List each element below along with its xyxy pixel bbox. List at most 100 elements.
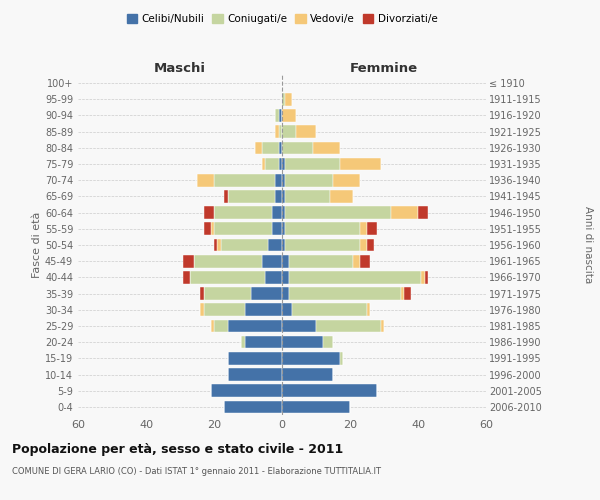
Bar (211, 320, 214, 332)
Bar (275, 190, 282, 202)
Bar (275, 109, 278, 122)
Bar (194, 255, 262, 268)
Bar (360, 255, 370, 268)
Bar (272, 206, 282, 219)
Bar (265, 158, 278, 170)
Bar (204, 206, 214, 219)
Bar (289, 255, 353, 268)
Bar (282, 255, 289, 268)
Bar (262, 142, 278, 154)
Bar (353, 255, 360, 268)
Bar (292, 304, 367, 316)
Bar (282, 320, 316, 332)
Bar (278, 126, 282, 138)
Bar (275, 126, 278, 138)
Text: Anni di nascita: Anni di nascita (583, 206, 593, 284)
Bar (367, 222, 377, 235)
Bar (262, 255, 282, 268)
Bar (404, 288, 411, 300)
Bar (360, 222, 367, 235)
Bar (221, 238, 268, 252)
Bar (282, 126, 296, 138)
Bar (197, 174, 214, 186)
Bar (316, 320, 380, 332)
Bar (214, 206, 272, 219)
Bar (313, 142, 340, 154)
Bar (214, 320, 227, 332)
Bar (282, 238, 286, 252)
Bar (286, 174, 333, 186)
Bar (200, 288, 204, 300)
Bar (272, 222, 282, 235)
Bar (286, 158, 340, 170)
Bar (340, 158, 380, 170)
Legend: Celibi/Nubili, Coniugati/e, Vedovi/e, Divorziati/e: Celibi/Nubili, Coniugati/e, Vedovi/e, Di… (122, 10, 442, 29)
Bar (241, 336, 245, 348)
Bar (282, 174, 286, 186)
Text: Maschi: Maschi (154, 62, 206, 75)
Bar (282, 109, 296, 122)
Bar (278, 158, 282, 170)
Bar (286, 206, 391, 219)
Bar (282, 206, 286, 219)
Bar (214, 238, 217, 252)
Bar (282, 384, 377, 397)
Bar (282, 352, 340, 364)
Y-axis label: Fasce di età: Fasce di età (32, 212, 42, 278)
Bar (227, 368, 282, 381)
Bar (227, 352, 282, 364)
Bar (367, 304, 370, 316)
Bar (282, 190, 286, 202)
Bar (211, 384, 282, 397)
Bar (425, 271, 428, 283)
Bar (282, 336, 323, 348)
Bar (282, 222, 286, 235)
Bar (224, 190, 227, 202)
Bar (217, 238, 221, 252)
Bar (245, 304, 282, 316)
Bar (278, 109, 282, 122)
Bar (278, 142, 282, 154)
Bar (282, 400, 350, 413)
Bar (282, 288, 289, 300)
Bar (262, 158, 265, 170)
Text: Femmine: Femmine (350, 62, 418, 75)
Bar (289, 271, 421, 283)
Bar (286, 190, 329, 202)
Bar (282, 93, 286, 106)
Bar (227, 320, 282, 332)
Bar (421, 271, 425, 283)
Bar (329, 190, 353, 202)
Bar (282, 368, 333, 381)
Bar (289, 288, 401, 300)
Bar (255, 142, 262, 154)
Bar (286, 238, 360, 252)
Bar (184, 271, 190, 283)
Bar (391, 206, 418, 219)
Text: COMUNE DI GERA LARIO (CO) - Dati ISTAT 1° gennaio 2011 - Elaborazione TUTTITALIA: COMUNE DI GERA LARIO (CO) - Dati ISTAT 1… (12, 468, 381, 476)
Bar (286, 222, 360, 235)
Bar (286, 93, 292, 106)
Bar (333, 174, 360, 186)
Bar (296, 126, 316, 138)
Bar (282, 142, 313, 154)
Text: Popolazione per età, sesso e stato civile - 2011: Popolazione per età, sesso e stato civil… (12, 442, 343, 456)
Bar (227, 190, 275, 202)
Bar (380, 320, 384, 332)
Bar (245, 336, 282, 348)
Bar (204, 304, 245, 316)
Bar (204, 288, 251, 300)
Bar (224, 400, 282, 413)
Bar (184, 255, 194, 268)
Bar (282, 158, 286, 170)
Bar (401, 288, 404, 300)
Bar (282, 271, 289, 283)
Bar (214, 222, 272, 235)
Bar (265, 271, 282, 283)
Bar (200, 304, 204, 316)
Bar (340, 352, 343, 364)
Bar (214, 174, 275, 186)
Bar (204, 222, 211, 235)
Bar (251, 288, 282, 300)
Bar (418, 206, 428, 219)
